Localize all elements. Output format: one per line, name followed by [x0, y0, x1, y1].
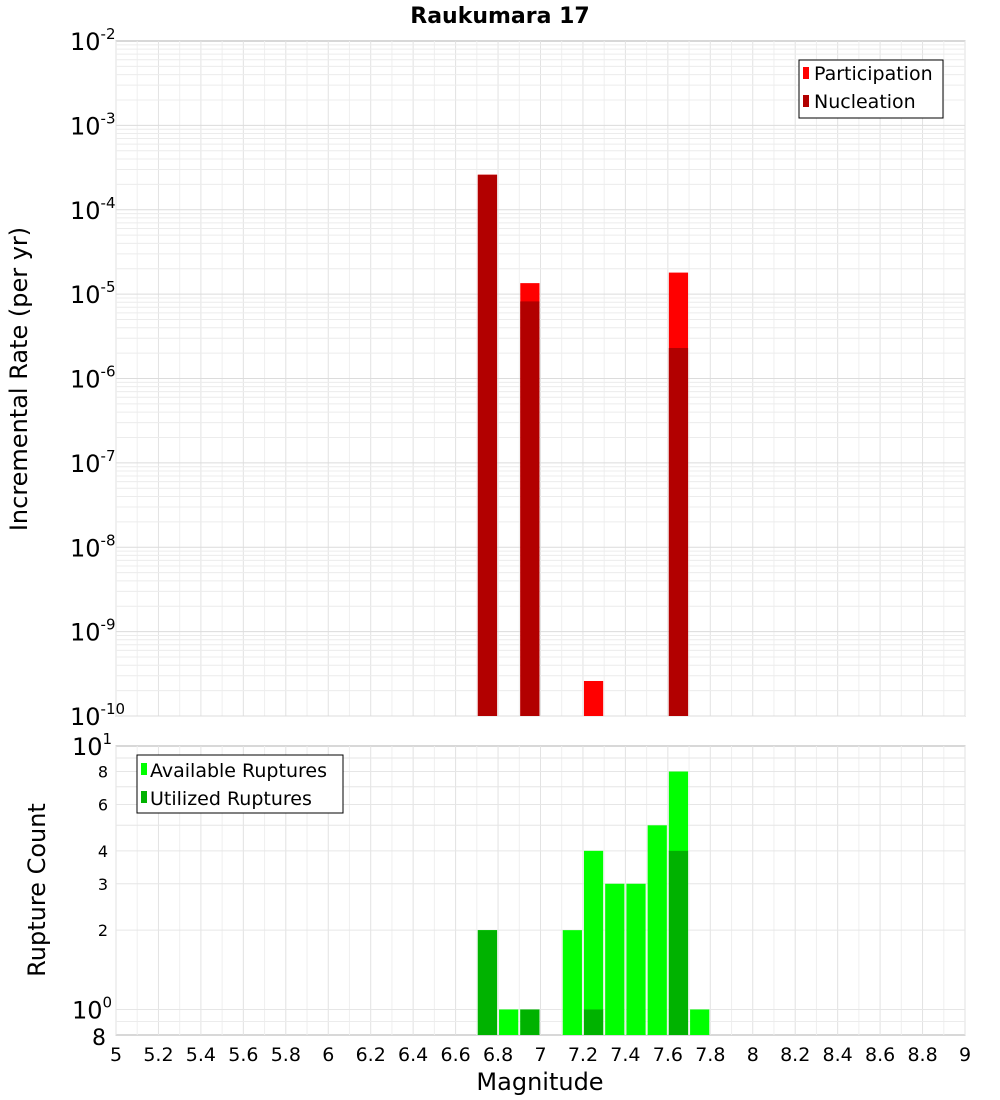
count-y-tick-label: 2 [98, 921, 108, 940]
utilized-ruptures-bar [520, 1009, 540, 1035]
count-y-tick-label: 101 [72, 730, 112, 761]
utilized-legend-label: Utilized Ruptures [150, 788, 312, 810]
available-ruptures-bar [647, 825, 667, 1035]
nucleation-bar [668, 347, 689, 716]
magnitude-x-tick-label: 8.2 [780, 1044, 810, 1066]
magnitude-x-tick-label: 9 [959, 1044, 971, 1066]
magnitude-x-tick-label: 8.4 [823, 1044, 853, 1066]
magnitude-x-tick-label: 7.4 [610, 1044, 640, 1066]
rate-y-ticks: 10-10 10-9 10-8 10-7 10-6 10-5 10-4 10-3 10-2 [70, 25, 125, 731]
count-y-tick-label: 4 [98, 842, 108, 861]
rate-legend-box [798, 59, 944, 119]
count-legend: Available Ruptures Utilized Ruptures [136, 754, 344, 814]
magnitude-x-tick-label: 8 [747, 1044, 759, 1066]
count-plot-bars [477, 771, 710, 1035]
magnitude-x-tick-label: 6 [322, 1044, 334, 1066]
magnitude-x-tick-label: 6.8 [483, 1044, 513, 1066]
available-ruptures-bar [626, 883, 646, 1035]
available-legend-swatch [141, 763, 147, 775]
rate-legend: Participation Nucleation [798, 59, 944, 119]
magnitude-x-tick-label: 7 [534, 1044, 546, 1066]
available-ruptures-bar [605, 883, 625, 1035]
magnitude-x-tick-label: 6.2 [356, 1044, 386, 1066]
available-legend-label: Available Ruptures [150, 760, 327, 782]
magnitude-x-tick-label: 5.2 [143, 1044, 173, 1066]
count-y-tick-label: 8 [98, 763, 108, 782]
rate-plot-bars [477, 174, 689, 717]
magnitude-x-tick-label: 6.4 [398, 1044, 428, 1066]
count-y-tick-label: 100 [72, 993, 112, 1024]
count-y-bottom-label: 8 [92, 1026, 106, 1051]
magnitude-x-tick-label: 7.6 [653, 1044, 683, 1066]
rate-y-axis-label: Incremental Rate (per yr) [5, 227, 33, 531]
rate-y-tick-label: 10-7 [70, 447, 116, 478]
nucleation-bar [477, 174, 498, 717]
utilized-ruptures-bar [477, 930, 498, 1035]
nucleation-legend-swatch [803, 95, 809, 107]
rate-plot-grid [115, 41, 966, 717]
count-y-tick-label: 3 [98, 875, 108, 894]
magnitude-x-ticks: 5 5.2 5.4 5.6 5.8 6 6.2 6.4 6.6 6.8 7 7.2 7.4 7.6 7.8 8… [110, 1044, 971, 1066]
participation-legend-swatch [803, 67, 809, 79]
magnitude-x-tick-label: 7.2 [568, 1044, 598, 1066]
magnitude-x-tick-label: 5.4 [186, 1044, 216, 1066]
rate-y-tick-label: 10-10 [70, 700, 125, 731]
chart-title: Raukumara 17 [410, 4, 589, 29]
available-ruptures-bar [690, 1009, 710, 1035]
magnitude-x-tick-label: 5.6 [228, 1044, 258, 1066]
nucleation-legend-label: Nucleation [814, 91, 916, 113]
rate-y-tick-label: 10-3 [70, 109, 116, 140]
rate-y-tick-label: 10-5 [70, 278, 116, 309]
utilized-legend-swatch [141, 791, 147, 803]
magnitude-x-tick-label: 6.6 [440, 1044, 470, 1066]
count-y-axis-label: Rupture Count [23, 803, 51, 977]
available-ruptures-bar [583, 850, 604, 1035]
rate-plot-panel: 10-10 10-9 10-8 10-7 10-6 10-5 10-4 10-3 10-2 In… [5, 25, 966, 731]
rate-y-tick-label: 10-6 [70, 363, 116, 394]
participation-bar [583, 680, 604, 716]
magnitude-x-tick-label: 5.8 [271, 1044, 301, 1066]
utilized-ruptures-bar [583, 1009, 604, 1035]
participation-legend-label: Participation [814, 63, 933, 85]
rate-y-tick-label: 10-4 [70, 194, 116, 225]
utilized-ruptures-bar [668, 850, 689, 1035]
magnitude-x-tick-label: 5 [110, 1044, 122, 1066]
rate-y-tick-label: 10-8 [70, 531, 116, 562]
rate-y-tick-label: 10-2 [70, 25, 116, 56]
rate-y-tick-label: 10-9 [70, 616, 116, 647]
magnitude-x-axis-label: Magnitude [476, 1068, 603, 1096]
magnitude-x-tick-label: 7.8 [695, 1044, 725, 1066]
magnitude-x-tick-label: 8.8 [907, 1044, 937, 1066]
nucleation-bar [520, 301, 540, 716]
available-ruptures-bar [499, 1009, 519, 1035]
count-legend-box [136, 754, 344, 814]
magnitude-x-tick-label: 8.6 [865, 1044, 895, 1066]
count-y-tick-label: 6 [98, 795, 108, 814]
available-ruptures-bar [562, 930, 582, 1035]
